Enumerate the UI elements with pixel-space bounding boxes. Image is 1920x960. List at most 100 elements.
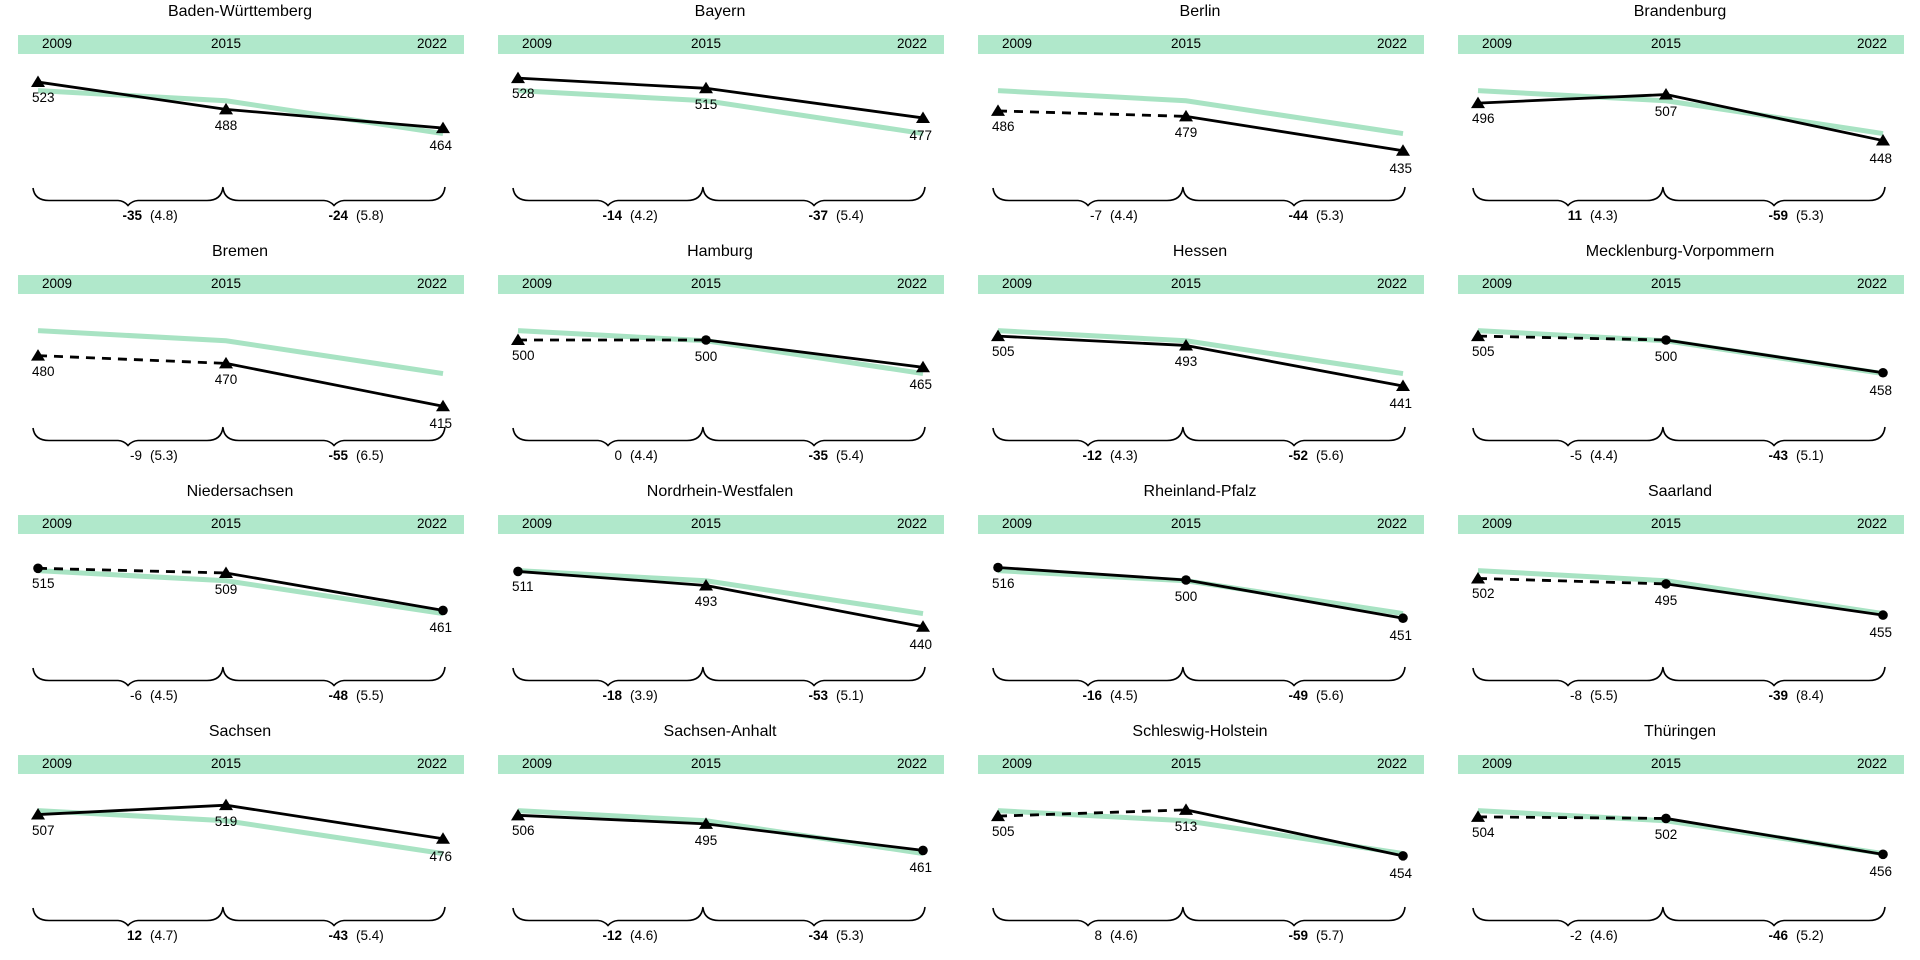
brace-2015-2022	[702, 186, 926, 207]
change-label-2015-2022: -59 (5.7)	[1274, 928, 1343, 944]
year-label-2015: 2015	[690, 36, 722, 51]
brace-2015-2022	[222, 666, 446, 687]
year-label-2009: 2009	[41, 276, 73, 291]
panel-title: Bayern	[694, 3, 746, 20]
year-label-2015: 2015	[1170, 36, 1202, 51]
year-label-2022: 2022	[1376, 276, 1408, 291]
brace-2009-2015	[512, 666, 704, 687]
change-label-2015-2022: -59 (5.3)	[1754, 208, 1823, 224]
panel-title: Schleswig-Holstein	[1132, 723, 1268, 740]
state-trend-segment-2015-2022	[705, 86, 924, 120]
change-value-2015-2022: -52	[1288, 448, 1308, 463]
state-trend-segment-2009-2015	[517, 813, 707, 826]
year-label-2015: 2015	[690, 756, 722, 771]
state-trend-segment-2009-2015	[997, 334, 1187, 347]
value-label-2009: 496	[1472, 111, 1495, 127]
change-value-2015-2022: -43	[1768, 448, 1788, 463]
state-trend-segment-2009-2015	[997, 566, 1187, 582]
year-label-2015: 2015	[1650, 516, 1682, 531]
state-trend-segment-2015-2022	[705, 822, 924, 852]
year-label-2015: 2015	[210, 36, 242, 51]
state-trend-segment-2015-2022	[1185, 114, 1404, 153]
change-label-2015-2022: -49 (5.6)	[1274, 688, 1343, 704]
state-trend-segment-2015-2022	[1185, 808, 1404, 858]
year-label-2009: 2009	[521, 756, 553, 771]
state-trend-segment-2009-2015	[517, 570, 707, 587]
state-trend-segment-2015-2022	[1665, 93, 1884, 142]
change-value-2015-2022: -59	[1768, 208, 1788, 223]
panel-bremen: Bremen 2009 2015 2022 480 470 415 -9 (5.3…	[0, 240, 480, 480]
change-se-2009-2015: (4.3)	[1110, 448, 1138, 463]
marker-2022-circle	[1878, 849, 1888, 860]
marker-2009-triangle	[31, 349, 45, 361]
change-se-2009-2015: (3.9)	[630, 688, 658, 703]
value-label-2009: 507	[32, 822, 55, 838]
marker-2022-circle	[438, 605, 448, 616]
year-label-2022: 2022	[1376, 36, 1408, 51]
value-label-2015: 488	[214, 118, 238, 134]
state-trend-segment-2009-2015	[997, 109, 1187, 118]
value-label-2015: 500	[1654, 349, 1678, 364]
year-label-2009: 2009	[1481, 36, 1513, 51]
change-label-2015-2022: -35 (5.4)	[794, 448, 863, 464]
year-header-bar	[978, 275, 1424, 294]
change-value-2009-2015: 12	[126, 928, 142, 943]
change-value-2009-2015: -12	[1082, 448, 1102, 463]
year-label-2022: 2022	[416, 756, 448, 771]
panel-title: Baden-Württemberg	[167, 3, 313, 20]
year-label-2015: 2015	[690, 516, 722, 531]
change-value-2009-2015: -6	[129, 688, 142, 703]
brace-2015-2022	[1662, 906, 1886, 927]
change-value-2009-2015: -7	[1089, 208, 1102, 223]
change-value-2015-2022: -44	[1288, 208, 1308, 223]
panel-title: Mecklenburg-Vorpommern	[1585, 243, 1775, 260]
value-label-2022: 441	[1389, 396, 1412, 412]
marker-2009-circle	[33, 563, 43, 574]
change-value-2009-2015: -5	[1569, 448, 1582, 463]
state-trend-segment-2015-2022	[1665, 582, 1884, 617]
change-value-2015-2022: -24	[328, 208, 348, 223]
change-se-2015-2022: (5.1)	[1796, 448, 1824, 463]
year-label-2022: 2022	[896, 756, 928, 771]
value-label-2015: 493	[1174, 354, 1198, 370]
change-value-2015-2022: -35	[808, 448, 828, 463]
marker-2009-circle	[513, 566, 523, 577]
panel-title: Niedersachsen	[186, 483, 294, 500]
change-se-2009-2015: (4.6)	[630, 928, 658, 943]
change-label-2009-2015: -14 (4.2)	[588, 208, 657, 224]
trend-plot-canvas	[1471, 328, 1888, 447]
trend-plot-canvas	[511, 328, 930, 447]
marker-2015-triangle	[1179, 803, 1193, 815]
marker-2009-triangle	[991, 104, 1005, 116]
marker-2015-triangle	[1659, 88, 1673, 100]
brace-2015-2022	[1182, 186, 1406, 207]
change-value-2009-2015: -35	[122, 208, 142, 223]
marker-2015-circle	[1661, 579, 1671, 589]
change-value-2009-2015: -9	[129, 448, 142, 463]
value-label-2009: 506	[512, 823, 535, 839]
trend-plot-canvas	[31, 798, 450, 927]
brace-2015-2022	[702, 906, 926, 927]
change-label-2015-2022: -39 (8.4)	[1754, 688, 1823, 704]
marker-2022-triangle	[916, 360, 930, 373]
change-se-2009-2015: (4.6)	[1110, 928, 1138, 943]
year-label-2009: 2009	[1481, 756, 1513, 771]
change-value-2015-2022: -49	[1288, 688, 1308, 703]
trend-plot-canvas	[1471, 808, 1888, 927]
value-label-2009: 486	[992, 118, 1015, 134]
change-label-2009-2015: -6 (4.5)	[108, 688, 178, 704]
panel-title: Nordrhein-Westfalen	[646, 483, 794, 500]
value-label-2015: 495	[1654, 592, 1678, 608]
panel-sachsen: Sachsen 2009 2015 2022 507 519 476 12 (4.…	[0, 720, 480, 960]
change-label-2015-2022: -34 (5.3)	[794, 928, 863, 944]
change-label-2015-2022: -55 (6.5)	[314, 448, 383, 464]
germany-trend-line	[1477, 88, 1884, 137]
brace-2015-2022	[222, 906, 446, 927]
marker-2009-triangle	[1471, 571, 1485, 584]
marker-2009-triangle	[511, 808, 525, 821]
panel-title: Hamburg	[687, 243, 753, 260]
year-label-2009: 2009	[1001, 516, 1033, 531]
change-se-2009-2015: (4.8)	[150, 208, 178, 223]
change-label-2009-2015: -18 (3.9)	[588, 688, 658, 704]
marker-2022-circle	[918, 845, 928, 856]
